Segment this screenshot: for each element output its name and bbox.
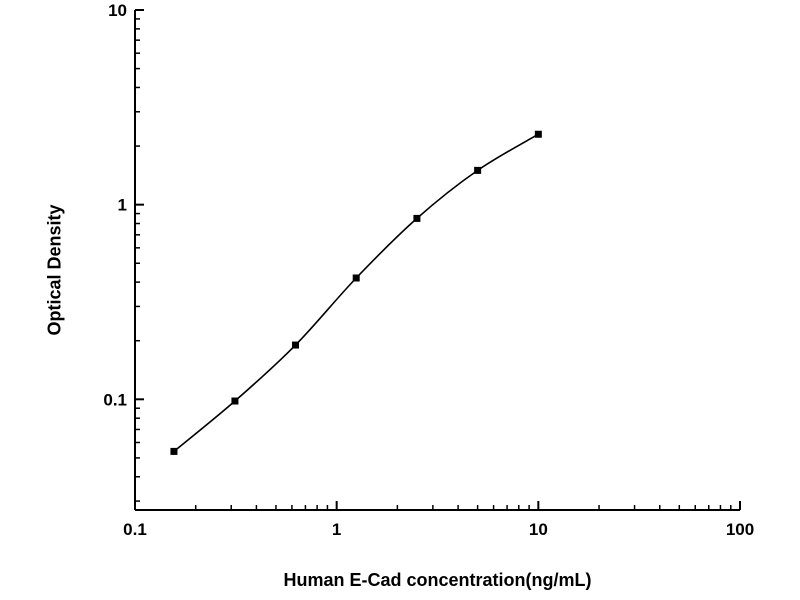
x-tick-label: 0.1 xyxy=(123,520,147,539)
y-axis-title: Optical Density xyxy=(44,204,65,336)
x-tick-label: 10 xyxy=(529,520,548,539)
data-point-marker xyxy=(534,130,542,138)
y-tick-label: 0.1 xyxy=(103,390,127,409)
data-point-marker xyxy=(413,214,421,222)
data-point-marker xyxy=(170,447,178,455)
data-point-marker xyxy=(292,341,300,349)
x-tick-label: 100 xyxy=(726,520,754,539)
data-point-marker xyxy=(352,274,360,282)
x-tick-label: 1 xyxy=(332,520,341,539)
data-point-marker xyxy=(231,397,239,405)
y-tick-label: 10 xyxy=(108,1,127,20)
curve-line xyxy=(173,133,539,453)
data-point-marker xyxy=(474,166,482,174)
y-tick-label: 1 xyxy=(118,196,127,215)
x-axis-title: Human E-Cad concentration(ng/mL) xyxy=(283,570,592,590)
